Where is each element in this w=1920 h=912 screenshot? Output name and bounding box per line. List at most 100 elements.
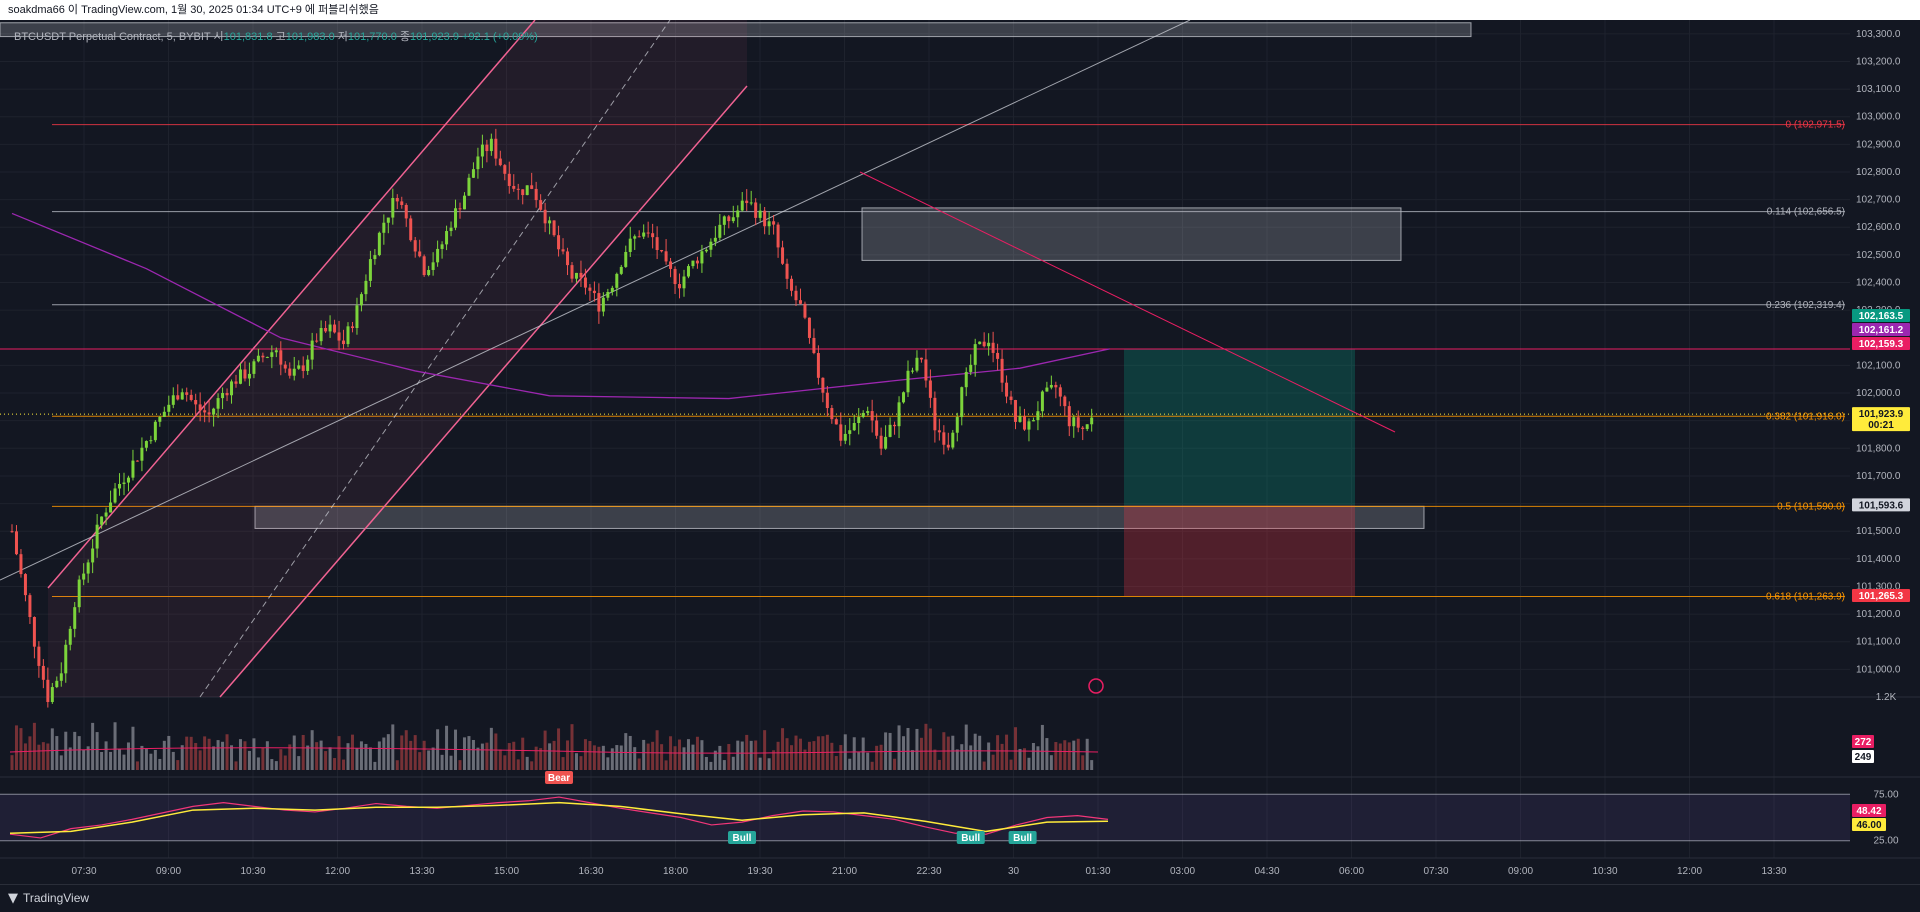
volume-bar — [55, 736, 59, 770]
volume-bar — [324, 751, 328, 770]
time-tick-label: 04:30 — [1254, 866, 1279, 877]
volume-bar — [315, 742, 319, 770]
volume-bar — [700, 740, 704, 770]
fib-retracement[interactable]: 0 (102,971.5) 0.114 (102,656.5) 0.236 (102… — [0, 120, 1850, 603]
volume-bar — [216, 740, 220, 770]
tradingview-logo[interactable]: ▼ TradingView — [8, 885, 89, 912]
candle-body — [404, 204, 408, 219]
volume-bar — [476, 747, 480, 770]
volume-bar — [664, 760, 668, 770]
candle-body — [37, 646, 41, 666]
volume-tag-box — [1852, 750, 1874, 763]
volume-bar — [1031, 742, 1035, 770]
volume-bar — [731, 756, 735, 770]
candle-body — [852, 423, 856, 431]
candle-body — [445, 231, 449, 245]
volume-bar — [440, 754, 444, 770]
candle-body — [1081, 427, 1085, 429]
candle-body — [731, 217, 735, 222]
candle-body — [454, 208, 458, 228]
legend-change: +92.1 (+0.09%) — [462, 31, 538, 43]
candle-body — [32, 617, 36, 647]
candle-body — [409, 218, 413, 241]
volume-bar — [292, 735, 296, 770]
price-tick-label: 101,800.0 — [1856, 443, 1901, 454]
candle-body — [1058, 387, 1062, 397]
volume-bar — [489, 727, 493, 770]
candle-body — [359, 294, 363, 306]
volume-bar — [158, 758, 162, 770]
volume-bar — [906, 727, 910, 770]
volume-bar — [1036, 746, 1040, 770]
volume-bar — [915, 728, 919, 770]
divergence-text: Bull — [961, 833, 980, 844]
candle-body — [955, 417, 959, 433]
candle-body — [225, 393, 229, 396]
candle-body — [740, 200, 744, 211]
chart-canvas[interactable]: 0 (102,971.5) 0.114 (102,656.5) 0.236 (102… — [0, 20, 1920, 883]
volume-bar — [570, 724, 574, 770]
long-position-tool[interactable] — [1124, 349, 1355, 597]
bull-divergence-label: Bull — [728, 831, 756, 844]
candle-body — [498, 158, 502, 166]
candle-body — [749, 202, 753, 204]
candle-body — [489, 138, 493, 152]
time-tick-label: 18:00 — [663, 866, 688, 877]
rsi-band — [0, 794, 1850, 841]
volume-tag: 272 — [1852, 735, 1874, 748]
candle-body — [879, 435, 883, 449]
time-axis[interactable]: 07:30 09:00 10:30 12:00 13:30 15:00 16:30 18:00… — [71, 866, 1786, 877]
price-tick-label: 102,000.0 — [1856, 388, 1901, 399]
candle-body — [149, 440, 153, 442]
candle-body — [924, 359, 928, 381]
volume-bar — [839, 745, 843, 770]
volume-bar — [1000, 743, 1004, 770]
fib-level-label: 0.114 (102,656.5) — [1767, 207, 1845, 218]
candle-body — [669, 261, 673, 269]
volume-bar — [1054, 742, 1058, 770]
zones — [0, 22, 1472, 529]
rsi-tag-text: 46.00 — [1856, 820, 1881, 831]
candle-body — [135, 460, 139, 462]
volume-bar — [306, 745, 310, 770]
candle-body — [991, 342, 995, 353]
volume-bar — [830, 742, 834, 770]
candle-body — [902, 392, 906, 403]
candle-body — [803, 303, 807, 318]
candle-body — [364, 280, 368, 295]
volume-bar — [185, 736, 189, 770]
volume-bar — [37, 744, 41, 770]
price-tag: 102,159.3 — [1852, 337, 1910, 350]
volume-bar — [812, 741, 816, 770]
volume-bar — [660, 744, 664, 770]
candle-body — [279, 350, 283, 365]
time-tick-label: 13:30 — [409, 866, 434, 877]
volume-bar — [763, 730, 767, 770]
volume-bar — [870, 761, 874, 770]
volume-bar — [919, 737, 923, 770]
volume-bar — [772, 750, 776, 770]
volume-bar — [646, 743, 650, 770]
volume-bar — [964, 724, 968, 770]
candle-body — [46, 679, 50, 703]
candle-body — [118, 483, 122, 489]
fib-level-label: 0.236 (102,319.4) — [1766, 300, 1845, 311]
legend-low-label: 저 — [337, 31, 348, 43]
candle-body — [548, 220, 552, 224]
volume-bar — [879, 744, 883, 770]
volume-bar — [682, 747, 686, 770]
volume-bar — [686, 739, 690, 770]
candle-body — [512, 185, 516, 189]
candle-body — [763, 210, 767, 227]
volume-bar — [498, 749, 502, 770]
volume-bar — [458, 760, 462, 770]
volume-bar — [1009, 759, 1013, 770]
volume-bar — [937, 759, 941, 770]
price-tick-label: 102,900.0 — [1856, 139, 1901, 150]
candle-body — [355, 305, 359, 329]
position-target-area — [1124, 349, 1355, 506]
candle-body — [144, 441, 148, 448]
volume-bar — [790, 745, 794, 770]
drawings[interactable] — [0, 20, 1396, 698]
candle-body — [884, 436, 888, 449]
